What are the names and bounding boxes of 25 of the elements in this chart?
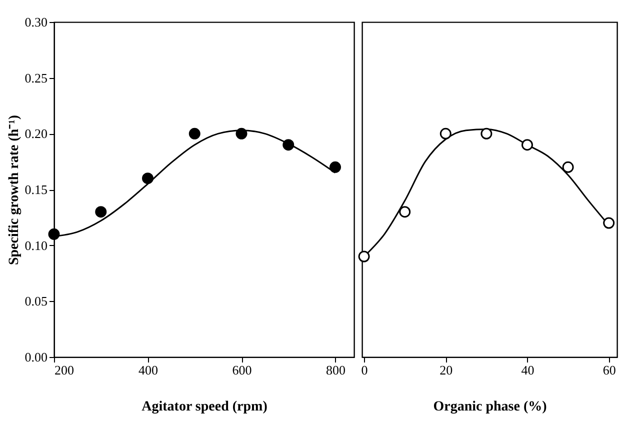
point xyxy=(440,128,452,140)
x-tick-label: 60 xyxy=(602,362,616,378)
point xyxy=(521,139,533,151)
y-tick-label: 0.05 xyxy=(24,294,48,309)
y-tick-label: 0.25 xyxy=(24,70,48,86)
x-tick-label: 200 xyxy=(54,362,74,378)
x-tick-label: 40 xyxy=(521,362,534,378)
y-axis-title: Specific growth rate (h⁻¹) xyxy=(6,114,22,266)
point xyxy=(603,217,615,229)
y-tick-label: 0.15 xyxy=(24,182,48,197)
x-tick-label: 0 xyxy=(361,362,368,378)
y-tick-label: 0.20 xyxy=(24,126,48,142)
point xyxy=(480,128,492,140)
x-tick-label: 800 xyxy=(326,362,346,378)
point xyxy=(399,206,411,218)
x-axis-title: Organic phase (%) xyxy=(433,400,548,414)
x-tick-label: 400 xyxy=(138,362,158,378)
y-tick-label: 0.00 xyxy=(24,350,48,364)
point xyxy=(562,161,574,173)
point xyxy=(358,250,370,262)
y-tick-label: 0.10 xyxy=(24,238,48,253)
x-axis-title: Agitator speed (rpm) xyxy=(142,400,268,414)
x-tick-label: 20 xyxy=(440,362,453,378)
x-tick-label: 600 xyxy=(232,362,252,378)
y-tick-label: 0.30 xyxy=(24,14,48,30)
